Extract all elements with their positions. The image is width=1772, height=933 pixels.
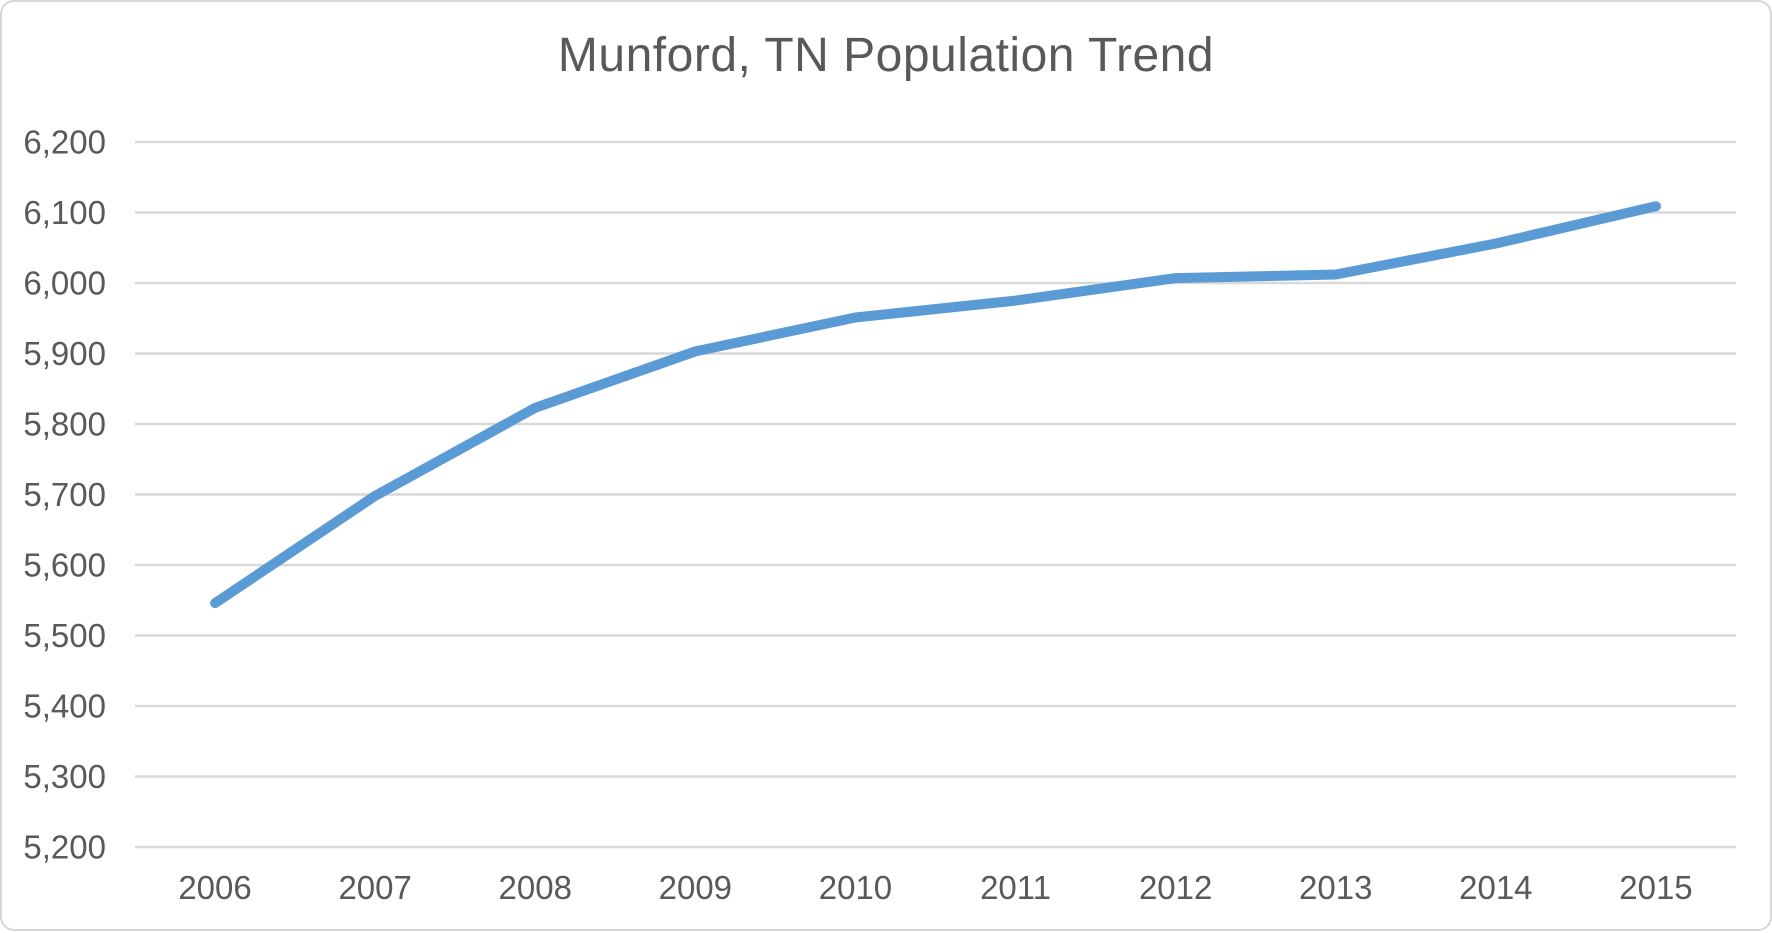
y-tick-label: 5,900 [23, 335, 106, 372]
chart-title: Munford, TN Population Trend [557, 29, 1215, 82]
x-tick-label: 2009 [659, 869, 732, 906]
population-series-line [210, 201, 1661, 609]
y-tick-label: 5,700 [23, 476, 106, 513]
y-tick-label: 5,800 [23, 406, 106, 443]
x-tick-label: 2013 [1299, 869, 1372, 906]
y-tick-label: 5,600 [23, 547, 106, 584]
x-tick-label: 2007 [338, 869, 411, 906]
x-tick-label: 2006 [178, 869, 251, 906]
y-tick-label: 5,200 [23, 829, 106, 866]
y-tick-label: 6,100 [23, 194, 106, 231]
x-tick-label: 2012 [1139, 869, 1212, 906]
x-tick-label: 2010 [819, 869, 892, 906]
y-tick-label: 5,500 [23, 617, 106, 654]
y-tick-label: 6,000 [23, 265, 106, 302]
x-tick-label: 2015 [1619, 869, 1692, 906]
x-tick-label: 2011 [980, 869, 1051, 906]
y-tick-label: 5,300 [23, 758, 106, 795]
y-tick-label: 6,200 [23, 124, 106, 161]
x-tick-label: 2014 [1459, 869, 1532, 906]
x-tick-label: 2008 [499, 869, 572, 906]
y-tick-label: 5,400 [23, 688, 106, 725]
